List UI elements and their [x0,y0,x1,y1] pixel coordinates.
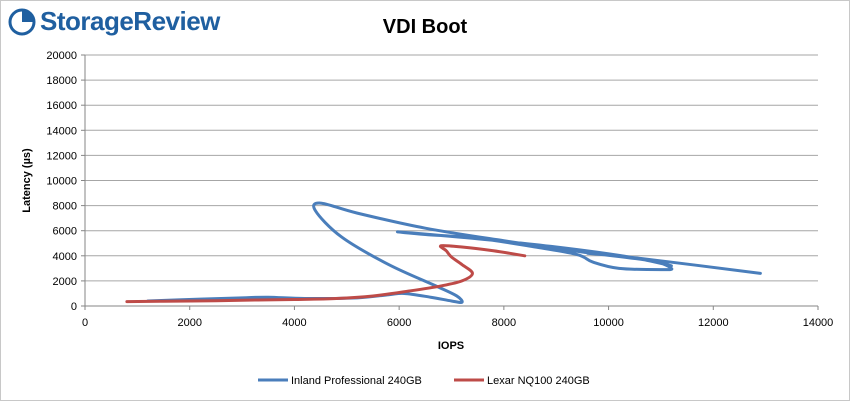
legend: Inland Professional 240GB Lexar NQ100 240… [258,375,590,387]
legend-label-1: Inland Professional 240GB [291,375,422,387]
x-axis-label: IOPS [438,340,464,352]
x-tick-label: 10000 [593,317,624,329]
chart-title: VDI Boot [383,16,468,38]
y-axis-label: Latency (µs) [21,148,33,213]
y-tick-label: 6000 [53,226,77,238]
y-tick-label: 0 [71,301,77,313]
x-tick-label: 0 [82,317,88,329]
x-tick-label: 12000 [698,317,729,329]
brand-logo: StorageReview [8,6,220,37]
series-line-2 [125,244,527,304]
y-tick-label: 8000 [53,201,77,213]
x-tick-label: 14000 [803,317,834,329]
y-tick-label: 10000 [46,176,77,188]
y-tick-label: 16000 [46,100,77,112]
brand-name: StorageReview [40,6,220,36]
x-tick-labels: 0 2000 4000 6000 8000 10000 12000 14000 [82,317,833,329]
y-tick-label: 2000 [53,276,77,288]
y-tick-label: 20000 [46,50,77,62]
x-tick-label: 2000 [177,317,201,329]
series-lines [125,201,762,305]
y-tick-label: 18000 [46,75,77,87]
y-tick-label: 14000 [46,125,77,137]
x-tick-label: 6000 [387,317,411,329]
axes [81,54,819,310]
storagereview-logo-icon [8,8,36,35]
legend-label-2: Lexar NQ100 240GB [487,375,590,387]
y-tick-label: 12000 [46,150,77,162]
x-tick-label: 4000 [282,317,306,329]
x-tick-label: 8000 [492,317,516,329]
series-line-1 [146,201,762,305]
y-tick-label: 4000 [53,251,77,263]
y-tick-labels: 0 2000 4000 6000 8000 10000 12000 14000 16000 180… [46,50,77,313]
gridlines [85,54,818,282]
